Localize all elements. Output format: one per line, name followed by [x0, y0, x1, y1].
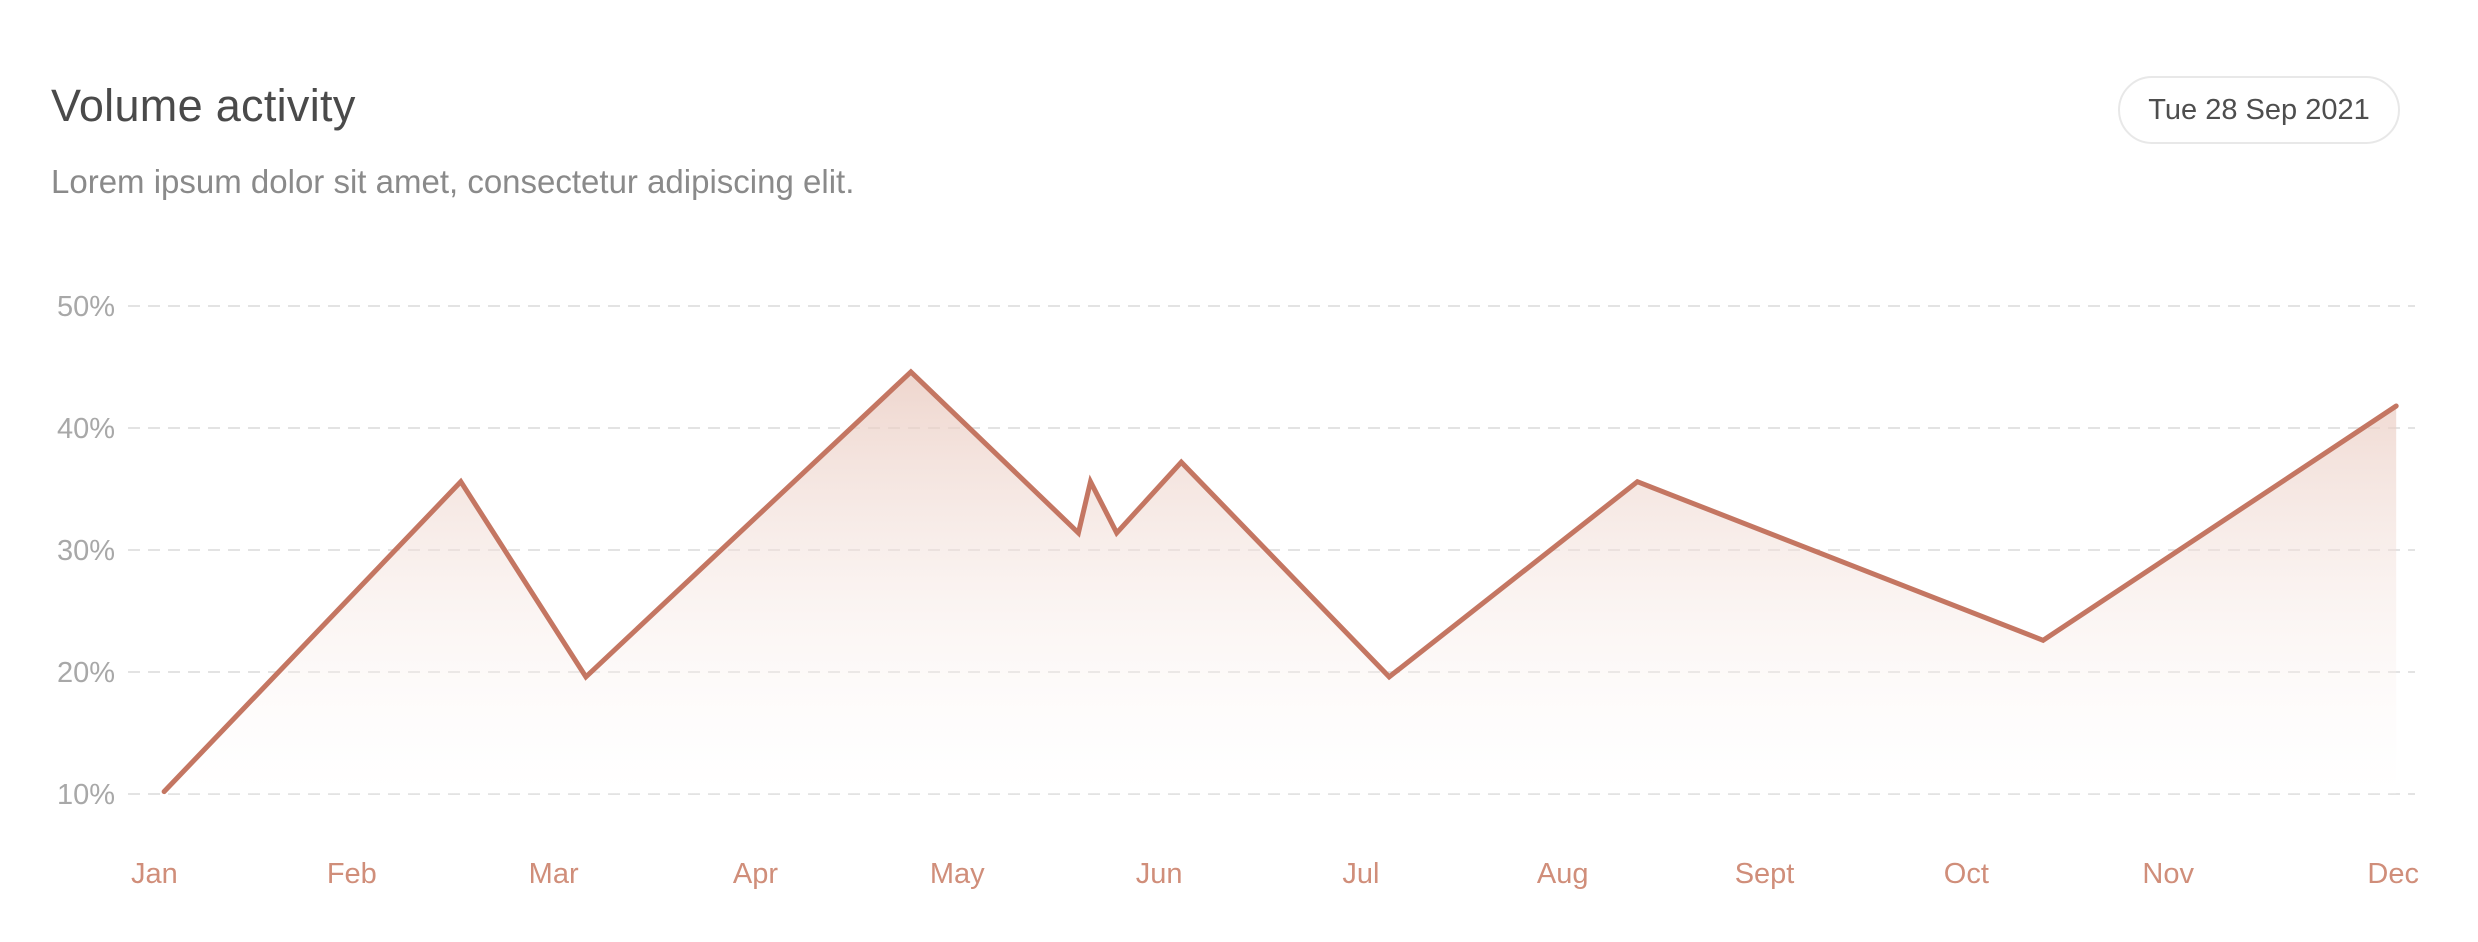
- y-tick-label: 40%: [57, 413, 115, 445]
- x-tick-label: Apr: [733, 858, 778, 890]
- x-tick-label: Feb: [327, 858, 377, 890]
- x-tick-label: Mar: [529, 858, 579, 890]
- x-axis-ticks: Jan Feb Mar Apr May Jun Jul Aug Sept Oct Nov Dec: [131, 858, 2419, 890]
- chart-subtitle: Lorem ipsum dolor sit amet, consectetur …: [51, 163, 855, 200]
- x-tick-label: Sept: [1735, 858, 1795, 890]
- y-axis-ticks: 10% 20% 30% 40% 50%: [57, 291, 115, 811]
- x-tick-label: May: [930, 858, 985, 890]
- x-tick-label: Aug: [1537, 858, 1589, 890]
- y-tick-label: 30%: [57, 535, 115, 567]
- y-tick-label: 20%: [57, 657, 115, 689]
- y-tick-label: 50%: [57, 291, 115, 323]
- x-tick-label: Jul: [1342, 858, 1379, 890]
- x-tick-label: Jun: [1136, 858, 1183, 890]
- y-tick-label: 10%: [57, 779, 115, 811]
- x-tick-label: Dec: [2367, 858, 2419, 890]
- x-tick-label: Oct: [1944, 858, 1989, 890]
- series-line: [161, 368, 2399, 795]
- x-tick-label: Nov: [2142, 858, 2194, 890]
- chart-title: Volume activity: [51, 80, 356, 131]
- date-picker-button[interactable]: Tue 28 Sep 2021: [2118, 76, 2400, 144]
- series-area: [164, 371, 2397, 794]
- x-tick-label: Jan: [131, 858, 178, 890]
